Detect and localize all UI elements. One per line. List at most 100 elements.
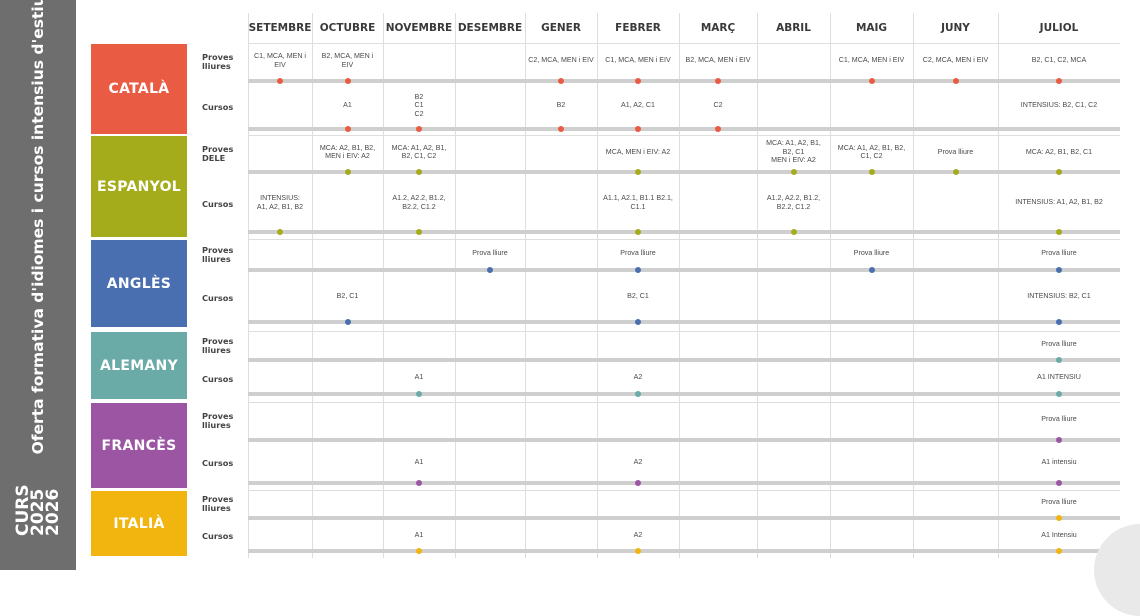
timeline-dot xyxy=(344,78,351,84)
schedule-cell: Prova lliure xyxy=(998,240,1120,266)
cell-text-line: A1, A2, C1 xyxy=(621,101,655,110)
timeline-dot xyxy=(416,169,422,175)
timeline-dot xyxy=(790,169,797,175)
schedule-cell: Prova lliure xyxy=(998,491,1120,514)
timeline-dot xyxy=(1056,548,1062,554)
timeline-dot xyxy=(1056,437,1062,443)
timeline-dot xyxy=(1056,169,1062,175)
timeline-track xyxy=(248,320,1120,324)
column-divider xyxy=(830,13,831,558)
schedule-cell: Prova lliure xyxy=(998,332,1120,356)
language-label: ALEMANY xyxy=(91,332,187,399)
schedule-cell: B2 C1 C2 xyxy=(383,86,455,125)
row-separator xyxy=(248,239,1120,240)
row-separator xyxy=(248,43,1120,44)
cell-text-line: A2 xyxy=(633,530,643,539)
month-header: OCTUBRE xyxy=(319,22,376,34)
cell-text-line: A1.1, A2.1, B1.1 B2.1, xyxy=(603,194,673,203)
cell-text-line: A1 xyxy=(414,373,424,382)
cell-text-line: Prova lliure xyxy=(1041,339,1077,348)
cell-text-line: B2, C1 xyxy=(782,147,805,156)
timeline-dot xyxy=(1056,319,1062,325)
column-divider xyxy=(597,13,598,558)
timeline-track xyxy=(248,549,1120,553)
row-type-label: Proves lliures xyxy=(202,335,234,355)
schedule-cell: INTENSIUS: B2, C1, C2 xyxy=(998,86,1120,125)
course-label: CURS 2025 2026 xyxy=(13,484,63,536)
cell-text-line: INTENSIUS: B2, C1 xyxy=(1027,292,1091,301)
row-separator xyxy=(248,490,1120,491)
schedule-cell: Prova lliure xyxy=(998,403,1120,436)
cell-text-line: C1 xyxy=(414,101,424,110)
cell-text-line: MEN i EIV: A2 xyxy=(325,152,370,160)
timeline-dot xyxy=(416,548,422,554)
cell-text-line: MCA: A1, A2, B1, B2, xyxy=(837,143,906,152)
cell-text-line: MCA: A1, A2, B1, xyxy=(391,143,447,152)
timeline-dot xyxy=(1056,357,1062,363)
cell-text-line: Prova lliure xyxy=(620,248,656,257)
cell-text-line: C1.1 xyxy=(630,202,646,211)
timeline-dot xyxy=(1056,267,1062,273)
timeline-dot xyxy=(868,78,875,84)
cell-text-line: A1 INTENSIU xyxy=(1037,373,1081,382)
timeline-dot xyxy=(416,229,422,235)
column-divider xyxy=(757,13,758,558)
schedule-cell: MCA: A2, B1, B2, C1 xyxy=(998,136,1120,168)
cell-text-line: MEN i EIV: A2 xyxy=(771,156,816,165)
timeline-track xyxy=(248,438,1120,442)
timeline-dot xyxy=(344,169,351,175)
cell-text-line: Prova lliure xyxy=(1041,498,1077,507)
cell-text-line: B2.2, C1.2 xyxy=(402,202,436,211)
cell-text-line: Prova lliure xyxy=(853,248,890,257)
schedule-cell: C1, MCA, MEN i EIV xyxy=(830,44,913,77)
schedule-cell: Prova lliure xyxy=(455,240,525,266)
timeline-dot xyxy=(635,391,641,397)
cell-text-line: C1, MCA, MEN i EIV xyxy=(605,56,671,65)
cell-text-line: B2, C1, C2 xyxy=(401,152,437,160)
schedule-cell: A1.2, A2.2, B1.2, B2.2, C1.2 xyxy=(757,177,830,228)
timeline-dot xyxy=(635,229,641,235)
cell-text-line: Prova lliure xyxy=(937,147,974,156)
schedule-cell: A1 xyxy=(383,445,455,479)
row-type-label: Cursos xyxy=(202,101,234,112)
cell-text-line: MCA, MEN i EIV: A2 xyxy=(605,147,671,156)
schedule-cell: A1 INTENSIU xyxy=(998,365,1120,390)
timeline-dot xyxy=(277,229,283,235)
row-type-label: Cursos xyxy=(202,531,234,541)
timeline-dot xyxy=(635,319,641,325)
column-divider xyxy=(998,13,999,558)
timeline-dot xyxy=(635,126,641,132)
cell-text-line: B2 xyxy=(414,92,424,101)
schedule-cell: C2, MCA, MEN i EIV xyxy=(913,44,998,77)
language-label: ITALIÀ xyxy=(91,491,187,556)
month-header: MAIG xyxy=(855,22,888,34)
schedule-cell: Prova lliure xyxy=(913,136,998,168)
timeline-track xyxy=(248,230,1120,234)
schedule-cell: INTENSIUS: A1, A2, B1, B2 xyxy=(998,177,1120,228)
cell-text-line: A2 xyxy=(633,373,643,382)
schedule-cell: A1 xyxy=(312,86,383,125)
cell-text-line: A1 xyxy=(414,530,424,539)
cell-text-line: INTENSIUS: xyxy=(260,194,300,203)
column-divider xyxy=(312,13,313,558)
row-type-label: Cursos xyxy=(202,458,234,468)
timeline-dot xyxy=(868,267,875,273)
row-type-label: Cursos xyxy=(202,198,234,209)
schedule-cell: B2 xyxy=(525,86,597,125)
schedule-cell: B2, C1, C2, MCA xyxy=(998,44,1120,77)
timeline-track xyxy=(248,268,1120,272)
schedule-cell: C1, MCA, MEN i EIV xyxy=(597,44,679,77)
month-header: DESEMBRE xyxy=(457,22,523,34)
timeline-dot xyxy=(635,548,641,554)
schedule-cell: C2 xyxy=(679,86,757,125)
month-header: JUNY xyxy=(941,22,970,34)
timeline-dot xyxy=(487,267,493,273)
timeline-dot xyxy=(1056,229,1062,235)
timeline-dot xyxy=(1056,391,1062,397)
column-divider xyxy=(913,13,914,558)
cell-text-line: B2, MCA, MEN i EIV xyxy=(321,52,374,69)
schedule-cell: Prova lliure xyxy=(830,240,913,266)
cell-text-line: INTENSIUS: A1, A2, B1, B2 xyxy=(1015,198,1103,207)
timeline-dot xyxy=(416,391,422,397)
column-divider xyxy=(383,13,384,558)
